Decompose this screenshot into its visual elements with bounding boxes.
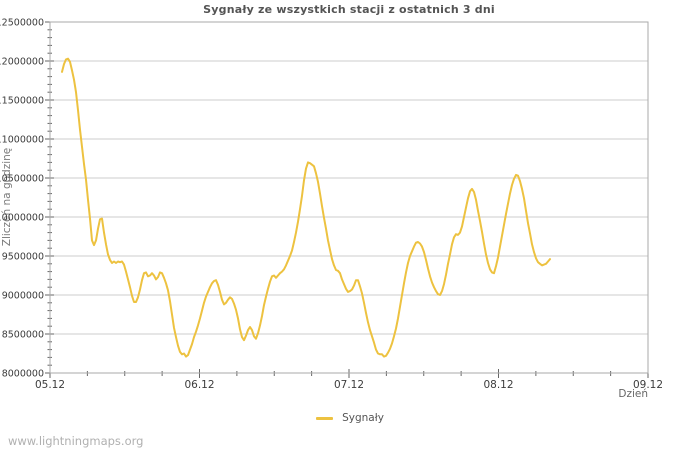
x-tick-label: 06.12 xyxy=(184,379,214,391)
x-axis-label: Dzień xyxy=(618,388,648,400)
y-tick-label: 11000000 xyxy=(0,135,44,146)
x-tick-label: 09.12 xyxy=(633,379,663,391)
y-tick-label: 12500000 xyxy=(0,18,44,29)
chart-title: Sygnały ze wszystkich stacji z ostatnich… xyxy=(203,3,495,16)
legend-line-swatch xyxy=(316,416,334,420)
x-tick-label: 05.12 xyxy=(35,379,65,391)
x-tick-label: 08.12 xyxy=(483,379,513,391)
y-tick-label: 8000000 xyxy=(2,369,44,380)
y-tick-label: 9500000 xyxy=(2,252,44,263)
y-tick-label: 12000000 xyxy=(0,57,44,68)
y-tick-label: 8500000 xyxy=(2,330,44,341)
legend: Sygnały xyxy=(0,412,700,424)
series-line-signals xyxy=(61,57,551,358)
x-tick-label: 07.12 xyxy=(334,379,364,391)
legend-label: Sygnały xyxy=(342,412,384,424)
y-tick-label: 9000000 xyxy=(2,291,44,302)
y-tick-label: 10000000 xyxy=(0,213,44,224)
y-tick-label: 11500000 xyxy=(0,96,44,107)
watermark-text: www.lightningmaps.org xyxy=(8,434,144,448)
plot-frame xyxy=(49,21,649,374)
y-tick-label: 10500000 xyxy=(0,174,44,185)
